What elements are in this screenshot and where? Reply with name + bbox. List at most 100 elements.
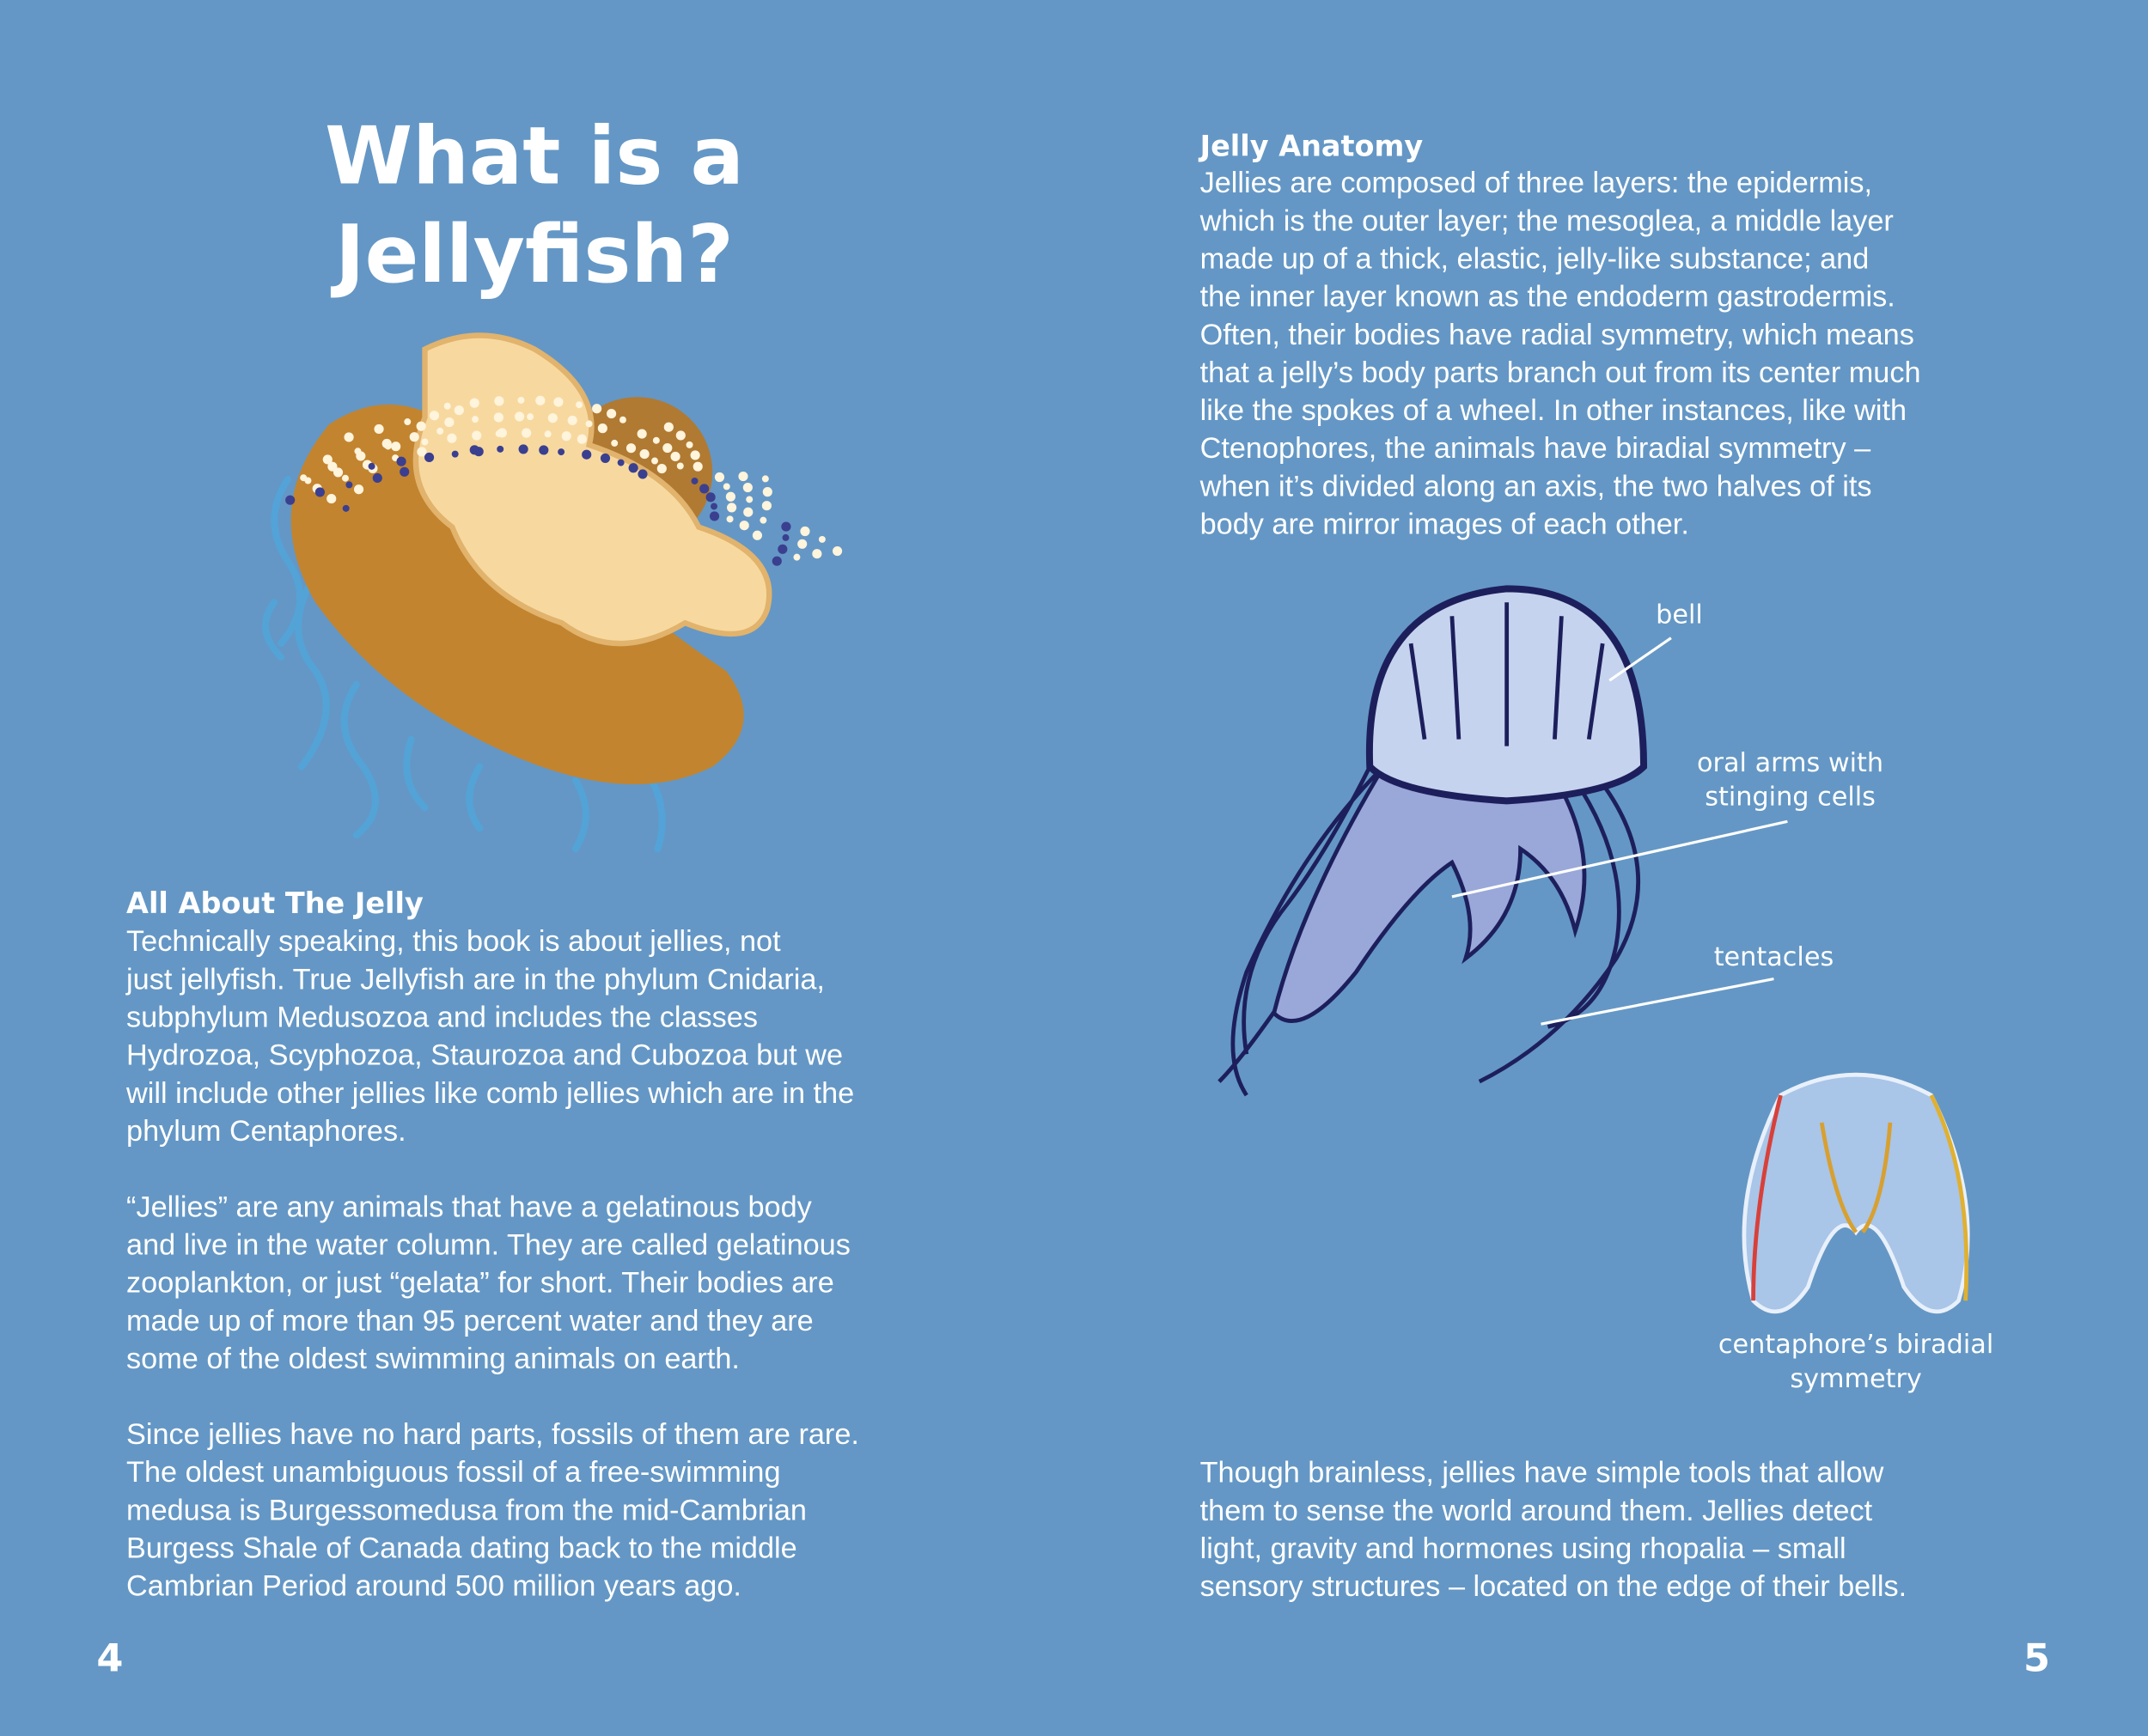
decor-dot: [368, 462, 375, 470]
decor-dot: [535, 395, 546, 405]
decor-dot: [600, 453, 611, 463]
body-line: subphylum Medusozoa and includes the cla…: [126, 1002, 758, 1034]
orange-jelly-illustration: [261, 332, 843, 853]
decor-dot: [743, 507, 754, 517]
decor-dot: [444, 417, 455, 428]
body-line: “Jellies” are any animals that have a ge…: [126, 1191, 813, 1223]
jellyfish-illustration: [1217, 585, 1788, 1097]
decor-dot: [396, 456, 406, 466]
decor-dot: [693, 461, 703, 472]
body-line: Often, their bodies have radial symmetry…: [1200, 319, 1914, 351]
decor-dot: [726, 515, 734, 523]
body-line: made up of more than 95 percent water an…: [126, 1305, 814, 1337]
body-line: body are mirror images of each other.: [1200, 509, 1689, 541]
decor-dot: [353, 484, 364, 495]
decor-dot: [342, 504, 350, 512]
decor-dot: [497, 445, 504, 453]
diagram-label: oral arms with: [1697, 748, 1883, 778]
body-line: Ctenophores, the animals have biradial s…: [1200, 432, 1871, 465]
decor-dot: [663, 422, 674, 432]
decor-dot: [424, 452, 435, 463]
diagram-label: symmetry: [1790, 1364, 1922, 1394]
decor-dot: [400, 466, 410, 477]
decor-dot: [544, 430, 552, 438]
decor-dot: [637, 429, 647, 439]
section-heading: Jelly Anatomy: [1199, 130, 1424, 163]
decor-dot: [725, 491, 735, 502]
body-line: Hydrozoa, Scyphozoa, Staurozoa and Cuboz…: [126, 1039, 843, 1072]
decor-dot: [436, 427, 444, 435]
decor-dot: [705, 492, 716, 503]
decor-dot: [314, 487, 325, 497]
decor-dot: [417, 447, 427, 457]
decor-dot: [447, 433, 457, 443]
decor-dot: [304, 477, 312, 484]
decor-dot: [547, 413, 558, 423]
body-line: Though brainless, jellies have simple to…: [1200, 1457, 1884, 1489]
decor-dot: [404, 418, 412, 426]
body-line: phylum Centaphores.: [126, 1115, 406, 1148]
decor-dot: [800, 526, 810, 537]
decor-dot: [727, 503, 737, 513]
decor-dot: [662, 442, 673, 454]
decor-dot: [611, 439, 619, 447]
decor-dot: [494, 396, 504, 406]
decor-dot: [723, 483, 730, 490]
body-line: them to sense the world around them. Jel…: [1200, 1495, 1873, 1527]
diagram-label: bell: [1656, 600, 1703, 630]
body-line: Since jellies have no hard parts, fossil…: [126, 1418, 859, 1451]
body-line: medusa is Burgessomedusa from the mid-Ca…: [126, 1494, 807, 1526]
body-line: Burgess Shale of Canada dating back to t…: [126, 1532, 797, 1564]
decor-dot: [344, 432, 354, 442]
decor-dot: [451, 450, 459, 458]
decor-dot: [472, 416, 479, 423]
decor-dot: [651, 457, 659, 465]
decor-dot: [354, 448, 362, 455]
decor-dot: [576, 401, 583, 409]
decor-dot: [699, 484, 710, 494]
body-line: that a jelly’s body parts branch out fro…: [1200, 356, 1921, 389]
body-line: Cambrian Period around 500 million years…: [126, 1570, 741, 1603]
body-line: the inner layer known as the endoderm ga…: [1200, 281, 1895, 314]
body-line: when it’s divided along an axis, the two…: [1199, 470, 1872, 503]
decor-dot: [752, 530, 762, 540]
decor-dot: [619, 416, 626, 423]
decor-dot: [515, 411, 525, 422]
decor-dot: [714, 472, 725, 483]
page-number: 5: [2023, 1635, 2050, 1680]
decor-dot: [518, 444, 528, 454]
decor-dot: [567, 415, 577, 425]
decor-dot: [322, 454, 333, 465]
decor-dot: [493, 412, 503, 423]
decor-dot: [421, 438, 429, 446]
body-line: sensory structures – located on the edge…: [1200, 1570, 1907, 1603]
decor-dot: [793, 553, 801, 561]
decor-dot: [781, 521, 791, 532]
decor-dot: [333, 467, 344, 478]
decor-dot: [409, 432, 419, 442]
section-heading: All About The Jelly: [126, 886, 424, 920]
decor-dot: [585, 420, 593, 428]
decor-dot: [472, 430, 482, 441]
decor-dot: [742, 482, 753, 493]
decor-dot: [639, 448, 650, 460]
body-line: light, gravity and hormones using rhopal…: [1200, 1532, 1846, 1565]
body-line: made up of a thick, elastic, jelly-like …: [1200, 243, 1870, 276]
decor-dot: [539, 445, 549, 455]
decor-dot: [670, 451, 680, 462]
decor-dot: [797, 539, 808, 549]
decor-dot: [746, 496, 754, 503]
decor-dot: [592, 404, 602, 414]
decor-dot: [656, 463, 667, 474]
body-line: The oldest unambiguous fossil of a free-…: [126, 1456, 780, 1489]
body-line: just jellyfish. True Jellyfish are in th…: [125, 963, 825, 996]
body-line: and live in the water column. They are c…: [126, 1229, 851, 1262]
decor-dot: [762, 487, 772, 497]
decor-dot: [558, 448, 565, 456]
decor-dot: [341, 474, 349, 482]
decor-dot: [686, 441, 693, 448]
decor-dot: [561, 431, 571, 442]
